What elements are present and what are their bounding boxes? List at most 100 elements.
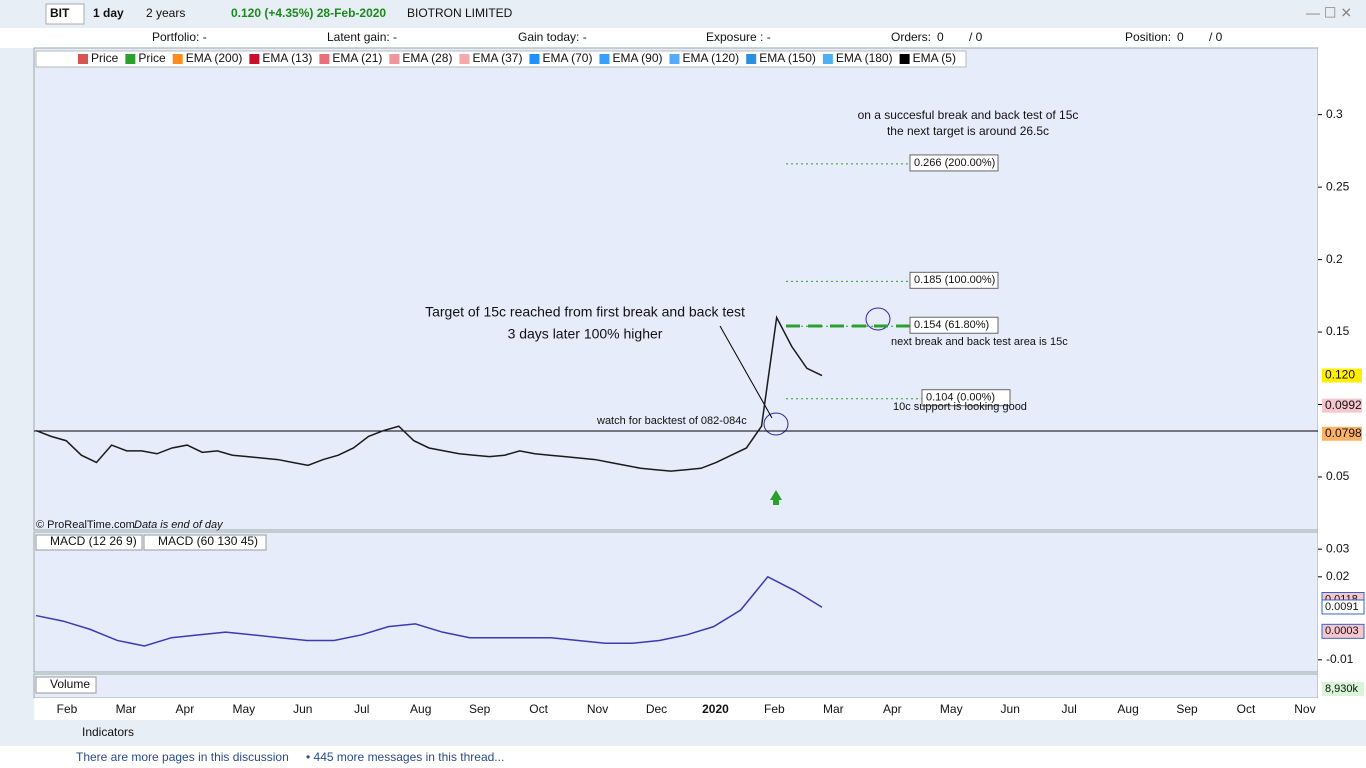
price-tag xyxy=(1322,426,1362,441)
x-tick-label: Aug xyxy=(410,702,431,716)
macd-tag xyxy=(1321,599,1365,615)
legend-entry[interactable]: Price xyxy=(91,51,119,65)
legend-entry[interactable]: EMA (37) xyxy=(472,51,522,65)
macd-legend-box xyxy=(35,534,143,551)
position: Position: xyxy=(1125,30,1171,44)
x-tick-label: Sep xyxy=(1176,702,1198,716)
x-tick-label: Oct xyxy=(1237,702,1256,716)
legend-entry[interactable]: EMA (28) xyxy=(402,51,452,65)
circle-annotation xyxy=(763,412,789,436)
tool-sidebar xyxy=(0,48,33,720)
y-tick-label: 0.05 xyxy=(1326,469,1350,483)
macd-legend[interactable]: MACD (12 26 9) xyxy=(50,534,137,548)
annotation: next break and back test area is 15c xyxy=(891,336,1068,348)
symbol-box[interactable] xyxy=(45,3,85,25)
circle-annotation xyxy=(865,307,891,331)
position-count: 0 xyxy=(1177,30,1184,44)
legend-swatch xyxy=(746,54,757,64)
more-pages[interactable]: There are more pages in this discussion xyxy=(76,750,289,764)
y-tick-label: 0.2 xyxy=(1326,252,1343,266)
annotation: the next target is around 26.5c xyxy=(887,124,1049,138)
price-tag xyxy=(1322,368,1362,383)
y-tick-label: 0.3 xyxy=(1326,107,1343,121)
exposure: Exposure : - xyxy=(706,30,771,44)
price-line xyxy=(35,315,823,472)
legend-swatch xyxy=(899,54,910,64)
x-tick-label: Nov xyxy=(1294,702,1315,716)
range[interactable]: 2 years xyxy=(146,6,185,20)
bottom-toolbar xyxy=(0,720,1366,746)
window-buttons[interactable]: — ☐ ✕ xyxy=(1306,5,1352,21)
macd-legend-box xyxy=(143,534,267,551)
y-tick-label: -0.01 xyxy=(1326,652,1354,666)
legend-swatch xyxy=(529,54,540,64)
x-tick-label: Feb xyxy=(57,702,78,716)
fib-label-box xyxy=(909,154,999,172)
toolbar xyxy=(0,0,1366,28)
legend-swatch xyxy=(599,54,610,64)
arrow-icon xyxy=(770,490,782,505)
volume-legend-box xyxy=(35,676,97,694)
pointer-line xyxy=(719,325,773,419)
y-tick-label: 0.02 xyxy=(1326,569,1350,583)
position-total: / 0 xyxy=(1209,30,1223,44)
legend-entry[interactable]: EMA (90) xyxy=(612,51,662,65)
quote: 0.120 (+4.35%) 28-Feb-2020 xyxy=(231,6,386,20)
volume-panel xyxy=(33,673,1319,699)
price-tag-label: 0.120 xyxy=(1325,368,1355,382)
legend-swatch xyxy=(78,54,88,64)
fib-label: 0.104 (0.00%) xyxy=(926,392,995,404)
y-tick-label: 0.25 xyxy=(1326,179,1350,193)
legend-swatch xyxy=(319,54,330,64)
price-tag-label: 0.0992 xyxy=(1325,398,1362,412)
indicators-button[interactable]: Indicators xyxy=(82,725,134,739)
fib-label-box xyxy=(909,271,999,289)
x-tick-label: Jul xyxy=(1061,702,1076,716)
legend-entry[interactable]: EMA (200) xyxy=(186,51,243,65)
legend-swatch xyxy=(822,54,833,64)
legend-entry[interactable]: EMA (21) xyxy=(332,51,382,65)
y-tick-label: 0.03 xyxy=(1326,541,1350,555)
x-tick-label: May xyxy=(940,702,963,716)
volume-last: 8,930k xyxy=(1325,683,1359,695)
macd-panel xyxy=(33,531,1319,673)
macd-tag-label: 0.0003 xyxy=(1325,625,1359,637)
macd-legend[interactable]: MACD (60 130 45) xyxy=(158,534,258,548)
annotation: 10c support is looking good xyxy=(893,401,1027,413)
fib-label: 0.154 (61.80%) xyxy=(914,319,989,331)
x-tick-label: May xyxy=(233,702,256,716)
time-axis xyxy=(34,698,1366,720)
interval[interactable]: 1 day xyxy=(93,6,124,20)
legend-entry[interactable]: EMA (150) xyxy=(759,51,816,65)
x-tick-label: Dec xyxy=(646,702,667,716)
macd-line xyxy=(35,575,823,647)
legend-swatch xyxy=(459,54,470,64)
x-tick-label: Feb xyxy=(764,702,785,716)
legend-entry[interactable]: EMA (5) xyxy=(913,51,956,65)
price-tag-label: 0.0798 xyxy=(1325,426,1362,440)
legend-entry[interactable]: EMA (13) xyxy=(262,51,312,65)
x-tick-label: Oct xyxy=(529,702,548,716)
legend-entry[interactable]: Price xyxy=(138,51,166,65)
fib-label-box xyxy=(909,316,999,334)
x-tick-label: Jun xyxy=(1001,702,1020,716)
x-tick-label: Apr xyxy=(176,702,195,716)
macd-tag-label: 0.0091 xyxy=(1325,601,1359,613)
annotation: watch for backtest of 082-084c xyxy=(596,415,747,427)
legend-swatch xyxy=(669,54,680,64)
more-messages[interactable]: • 445 more messages in this thread... xyxy=(306,750,504,764)
volume-last-box xyxy=(1322,682,1364,696)
x-tick-label: Nov xyxy=(587,702,608,716)
legend-swatch xyxy=(249,54,260,64)
x-tick-label: Apr xyxy=(883,702,902,716)
legend-entry[interactable]: EMA (70) xyxy=(542,51,592,65)
legend-entry[interactable]: EMA (120) xyxy=(682,51,739,65)
legend-swatch xyxy=(172,54,183,64)
y-tick-label: 0.15 xyxy=(1326,324,1350,338)
volume-legend: Volume xyxy=(50,677,90,691)
orders-total: / 0 xyxy=(969,30,983,44)
legend-entry[interactable]: EMA (180) xyxy=(836,51,893,65)
forum-bar xyxy=(0,746,1366,768)
orders-count: 0 xyxy=(937,30,944,44)
